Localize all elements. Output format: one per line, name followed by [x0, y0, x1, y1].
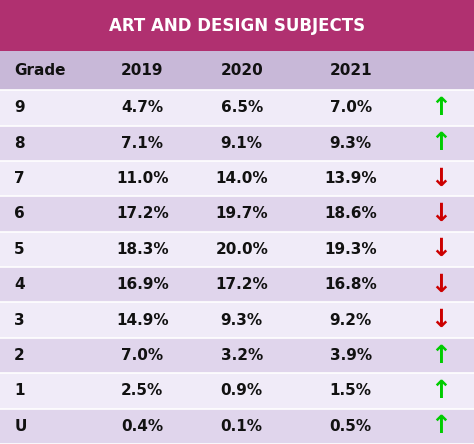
Text: 6: 6	[14, 206, 25, 222]
Bar	[0, 373, 474, 408]
Bar	[0, 196, 474, 232]
Text: ↑: ↑	[430, 344, 451, 368]
Text: 0.4%: 0.4%	[121, 419, 163, 434]
Bar	[0, 0, 474, 51]
Text: 14.0%: 14.0%	[215, 171, 268, 186]
Text: 16.9%: 16.9%	[116, 277, 169, 292]
Text: 3.9%: 3.9%	[330, 348, 372, 363]
Bar	[0, 408, 474, 444]
Text: 17.2%: 17.2%	[116, 206, 169, 222]
Text: 9.3%: 9.3%	[330, 136, 372, 151]
Text: 7.1%: 7.1%	[121, 136, 163, 151]
Bar	[0, 161, 474, 196]
Text: ↑: ↑	[430, 131, 451, 155]
Text: 18.6%: 18.6%	[324, 206, 377, 222]
Text: 7.0%: 7.0%	[121, 348, 163, 363]
Text: 4.7%: 4.7%	[121, 100, 163, 115]
Text: 14.9%: 14.9%	[116, 313, 169, 328]
Text: 0.9%: 0.9%	[221, 384, 263, 398]
Text: 7.0%: 7.0%	[330, 100, 372, 115]
Text: ↑: ↑	[430, 379, 451, 403]
Text: 4: 4	[14, 277, 25, 292]
Bar	[0, 90, 474, 126]
Text: 8: 8	[14, 136, 25, 151]
Text: 1: 1	[14, 384, 25, 398]
Text: 19.3%: 19.3%	[324, 242, 377, 257]
Text: ↓: ↓	[430, 273, 451, 297]
Bar	[0, 338, 474, 373]
Bar	[0, 232, 474, 267]
Text: 9.3%: 9.3%	[221, 313, 263, 328]
Text: 9: 9	[14, 100, 25, 115]
Text: ART AND DESIGN SUBJECTS: ART AND DESIGN SUBJECTS	[109, 16, 365, 35]
Text: ↑: ↑	[430, 414, 451, 438]
Text: 18.3%: 18.3%	[116, 242, 169, 257]
Text: 2.5%: 2.5%	[121, 384, 164, 398]
Bar	[0, 267, 474, 302]
Text: 2021: 2021	[329, 63, 372, 78]
Text: 7: 7	[14, 171, 25, 186]
Bar	[0, 51, 474, 90]
Text: 0.5%: 0.5%	[330, 419, 372, 434]
Text: 17.2%: 17.2%	[215, 277, 268, 292]
Text: ↑: ↑	[430, 96, 451, 120]
Text: 2019: 2019	[121, 63, 164, 78]
Text: 3: 3	[14, 313, 25, 328]
Text: 9.1%: 9.1%	[221, 136, 263, 151]
Bar	[0, 302, 474, 338]
Text: ↓: ↓	[430, 308, 451, 332]
Text: U: U	[14, 419, 27, 434]
Bar	[0, 126, 474, 161]
Text: 5: 5	[14, 242, 25, 257]
Text: 3.2%: 3.2%	[220, 348, 263, 363]
Text: 13.9%: 13.9%	[324, 171, 377, 186]
Text: 2: 2	[14, 348, 25, 363]
Text: 0.1%: 0.1%	[221, 419, 263, 434]
Text: Grade: Grade	[14, 63, 66, 78]
Text: ↓: ↓	[430, 202, 451, 226]
Text: 20.0%: 20.0%	[215, 242, 268, 257]
Text: 19.7%: 19.7%	[215, 206, 268, 222]
Text: 6.5%: 6.5%	[220, 100, 263, 115]
Text: 2020: 2020	[220, 63, 263, 78]
Text: 9.2%: 9.2%	[329, 313, 372, 328]
Text: ↓: ↓	[430, 238, 451, 262]
Text: ↓: ↓	[430, 166, 451, 190]
Text: 1.5%: 1.5%	[330, 384, 372, 398]
Text: 11.0%: 11.0%	[116, 171, 168, 186]
Text: 16.8%: 16.8%	[324, 277, 377, 292]
